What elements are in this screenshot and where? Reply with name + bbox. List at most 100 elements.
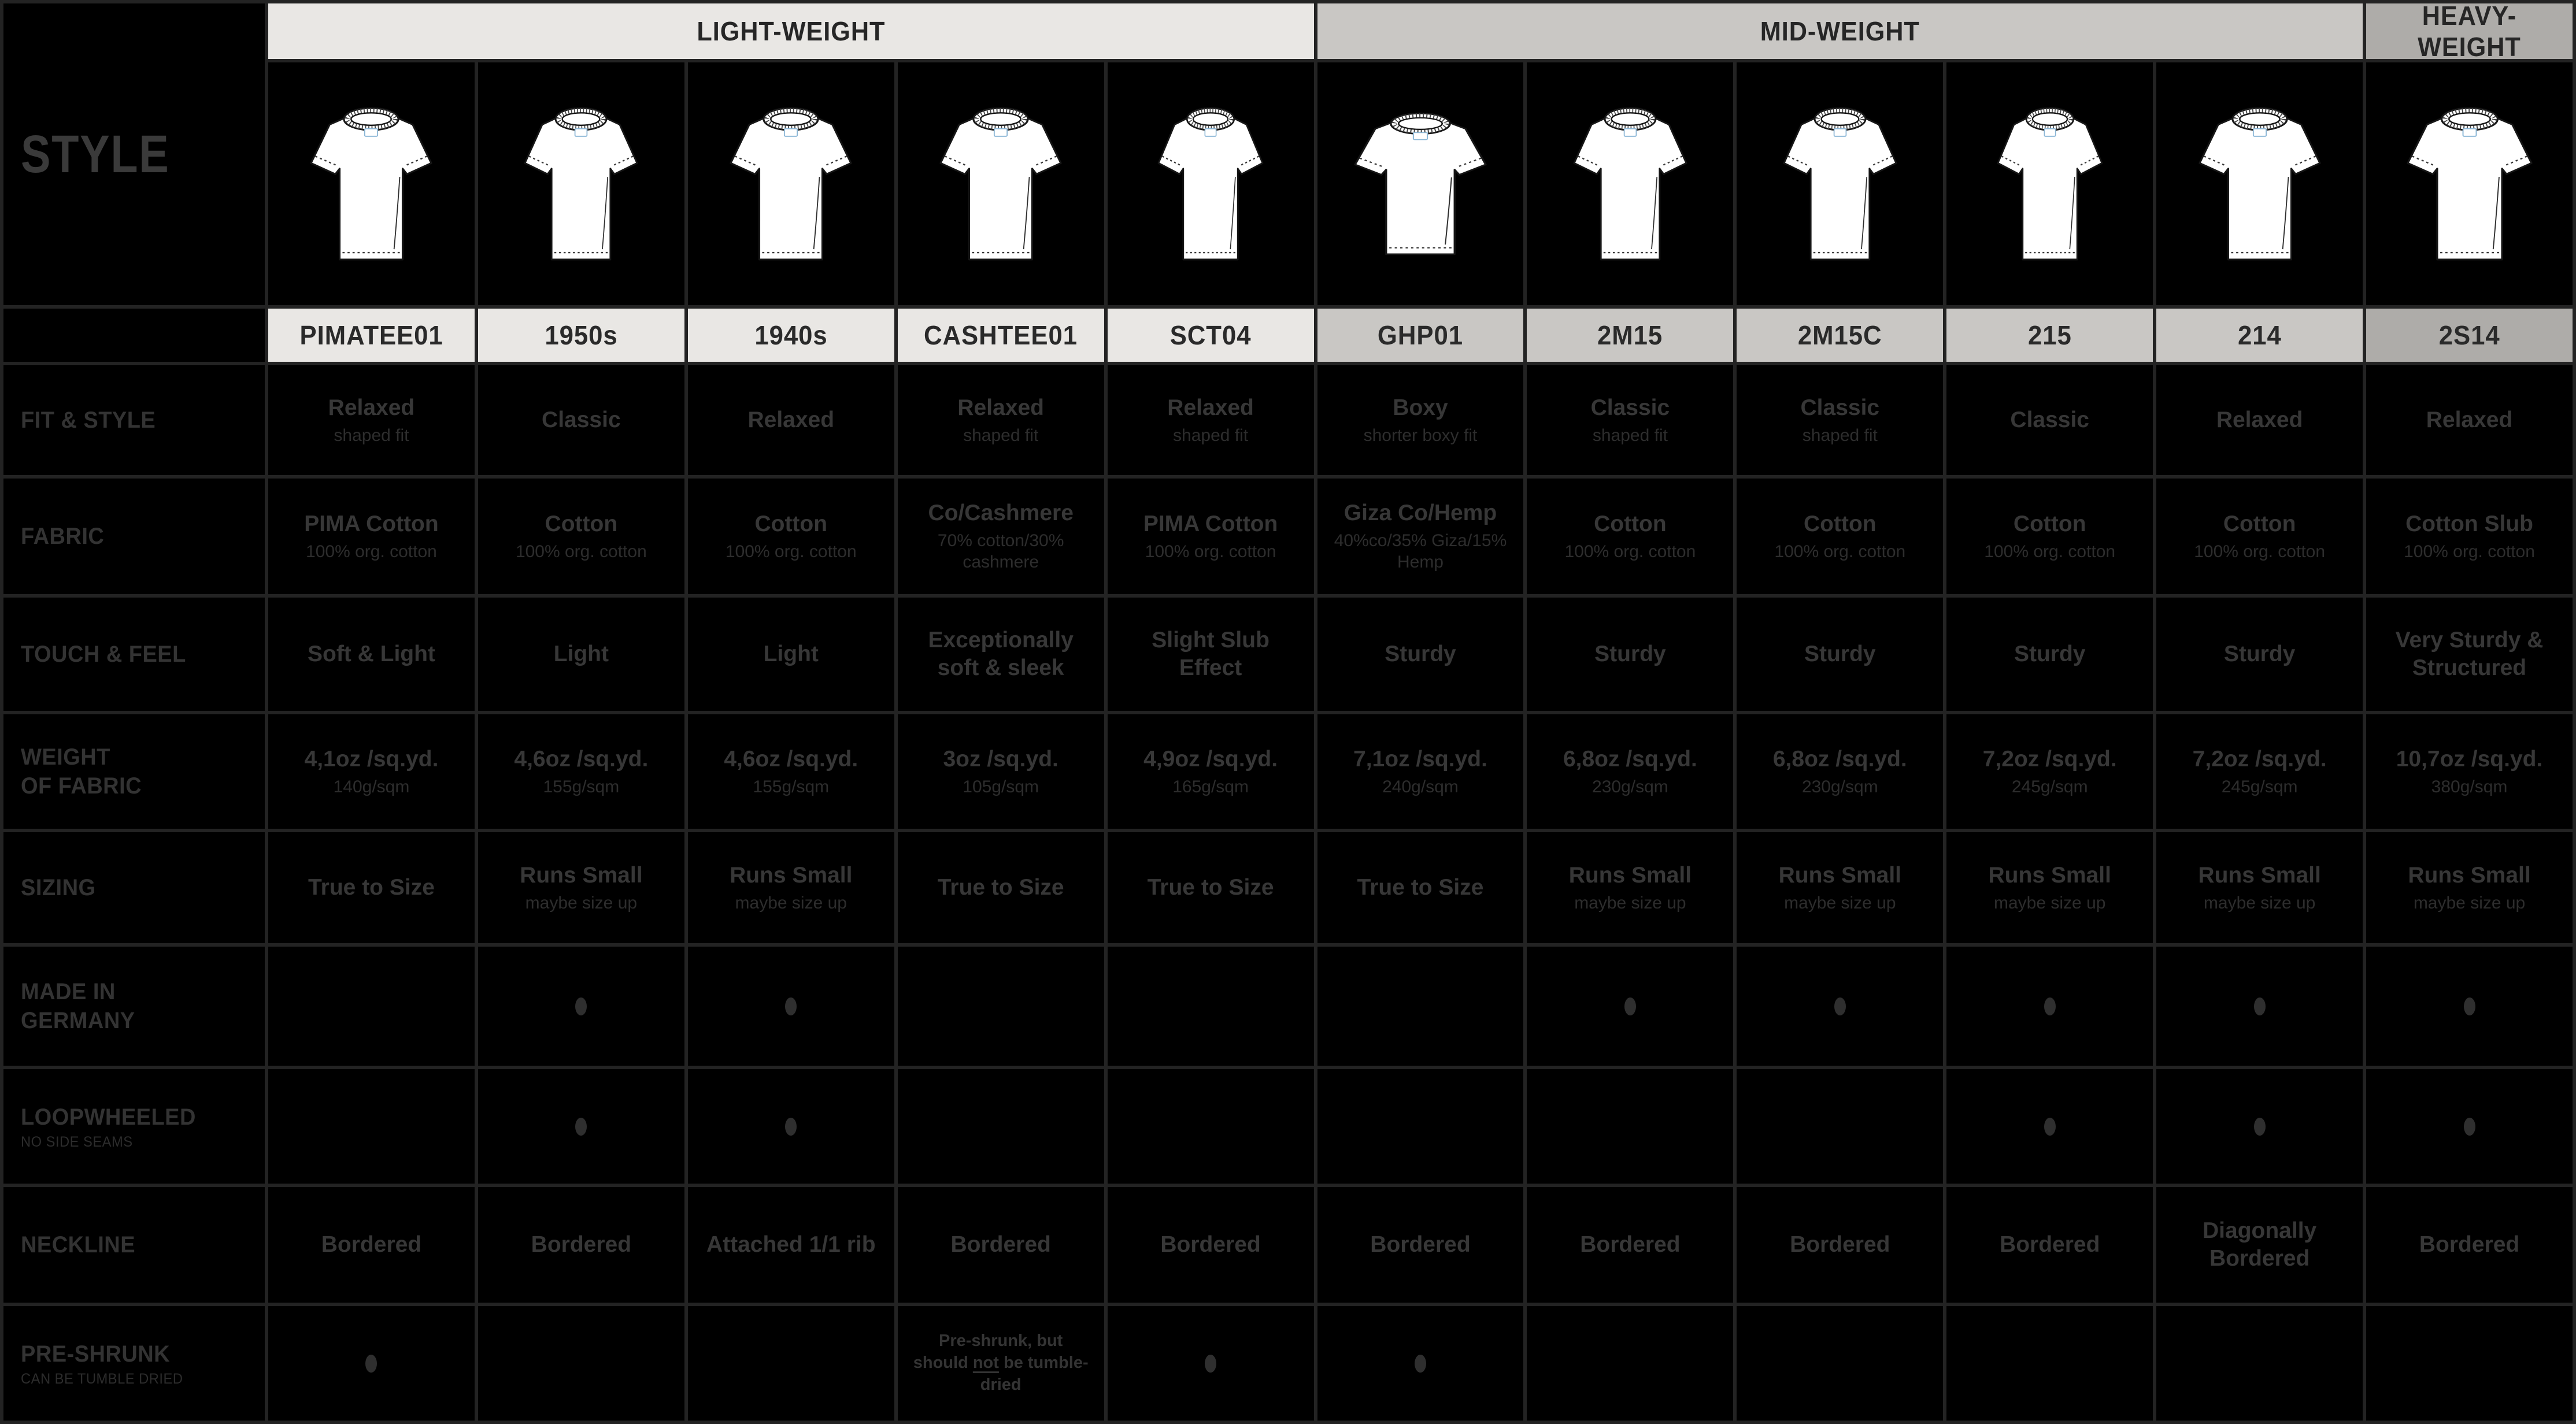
cell-sizing: Runs Small maybe size up [2156,832,2363,943]
value-main: 10,7oz /sq.yd. [2396,746,2543,772]
value-main: Bordered [321,1232,422,1258]
product-name: 214 [2237,320,2282,350]
cell-loop [478,1069,684,1184]
value-main: Classic [542,407,621,433]
value-sub: 100% org. cotton [1774,542,1906,561]
tee-cell [687,62,894,305]
cell-loop [2156,1069,2363,1184]
value-sub: maybe size up [2413,893,2526,913]
value-main: Boxy [1393,395,1448,420]
value-main: Exceptionally soft & sleek [928,628,1074,680]
value-main: Cotton [754,511,828,536]
cell-fit: Classic [478,365,684,475]
value-main: Giza Co/Hemp [1343,500,1497,526]
value-sub: 100% org. cotton [1145,542,1276,561]
cell-fit: Relaxed [2366,365,2573,475]
cell-fabric: Giza Co/Hemp 40%co/35% Giza/15% Hemp [1317,479,1524,594]
category-header-mid: MID-WEIGHT [1317,3,2363,59]
preshrunk-note: Pre-shrunk, but should not be tumble-dri… [913,1330,1089,1396]
cell-sizing: True to Size [268,832,475,943]
cell-preshrunk [1107,1306,1314,1421]
product-name-cell: 214 [2156,309,2363,362]
row-label: PRE-SHRUNK [21,1341,171,1367]
cell-weight: 7,2oz /sq.yd. 245g/sqm [1946,714,2153,829]
loopwheeled-dot [2253,1117,2266,1136]
page-title: STYLE [21,124,170,184]
value-main: Runs Small [730,862,853,888]
tee-illustration [1767,76,1914,291]
cell-sizing: Runs Small maybe size up [478,832,684,943]
cell-neckline: Attached 1/1 rib [687,1187,894,1303]
cell-loop [1737,1069,1944,1184]
value-sub: 245g/sqm [2221,777,2298,796]
cell-preshrunk [268,1306,475,1421]
value-sub: 155g/sqm [543,777,620,796]
tee-illustration [293,76,450,291]
value-main: Relaxed [957,395,1044,420]
loopwheeled-dot [785,1117,797,1136]
value-main: True to Size [308,875,435,900]
cell-mig [1527,947,1734,1066]
value-main: Bordered [950,1232,1051,1258]
cell-mig [478,947,684,1066]
cell-fit: Classic shaped fit [1737,365,1944,475]
value-main: Cotton [545,511,618,536]
value-main: Co/Cashmere [928,500,1074,526]
cell-fabric: Cotton 100% org. cotton [2156,479,2363,594]
cell-fabric: PIMA Cotton 100% org. cotton [268,479,475,594]
row-sublabel: CAN BE TUMBLE DRIED [21,1370,183,1387]
loopwheeled-dot [575,1117,587,1136]
value-main: Classic [2010,407,2090,433]
product-name: SCT04 [1169,320,1252,350]
value-main: 7,2oz /sq.yd. [1982,746,2117,772]
value-main: 4,6oz /sq.yd. [724,746,858,772]
value-main: Cotton Slub [2405,511,2533,536]
product-name-cell: CASHTEE01 [897,309,1104,362]
cell-touch: Sturdy [1737,598,1944,711]
cell-fabric: Cotton 100% org. cotton [687,479,894,594]
tee-illustration [1982,76,2118,291]
value-sub: 155g/sqm [753,777,830,796]
value-sub: 70% cotton/30% cashmere [937,531,1064,572]
value-main: 7,1oz /sq.yd. [1353,746,1487,772]
tee-illustration [2388,76,2550,291]
value-main: Sturdy [2014,641,2086,667]
tee-illustration [508,76,654,291]
tee-cell [1107,62,1314,305]
cell-fit: Relaxed shaped fit [897,365,1104,475]
cell-preshrunk [1527,1306,1734,1421]
product-name: 1950s [545,320,618,350]
value-main: Bordered [1370,1232,1471,1258]
preshrunk-note-pre: Pre-shrunk, but should [913,1332,1063,1373]
cell-loop [2366,1069,2573,1184]
value-main: Runs Small [1988,862,2111,888]
value-sub: maybe size up [1784,893,1896,913]
product-name: 2S14 [2438,320,2500,350]
value-main: Relaxed [1167,395,1254,420]
row-sublabel: NO SIDE SEAMS [21,1133,133,1150]
value-main: 4,9oz /sq.yd. [1143,746,1278,772]
cell-neckline: Bordered [1317,1187,1524,1303]
value-sub: shaped fit [963,425,1039,445]
product-name: 1940s [754,320,828,350]
value-sub: shaped fit [334,425,409,445]
row-label-fabric: FABRIC [3,479,265,594]
cell-weight: 4,1oz /sq.yd. 140g/sqm [268,714,475,829]
value-main: True to Size [1147,875,1274,900]
style-corner-cell: STYLE [3,3,265,305]
product-name: CASHTEE01 [924,320,1078,350]
product-name-cell: 2M15C [1737,309,1944,362]
row-label: SIZING [21,875,96,900]
cell-touch: Exceptionally soft & sleek [897,598,1104,711]
value-sub: 100% org. cotton [515,542,647,561]
tee-illustration [922,76,1079,291]
value-main: Runs Small [2408,862,2531,888]
made-in-germany-dot [2044,997,2056,1015]
value-main: Sturdy [1594,641,1666,667]
product-name-cell: 2S14 [2366,309,2573,362]
tee-cell [2156,62,2363,305]
product-name-cell: 215 [1946,309,2153,362]
preshrunk-note-underlined: not [972,1353,999,1373]
cell-weight: 6,8oz /sq.yd. 230g/sqm [1527,714,1734,829]
value-main: Slight Slub Effect [1152,628,1270,680]
